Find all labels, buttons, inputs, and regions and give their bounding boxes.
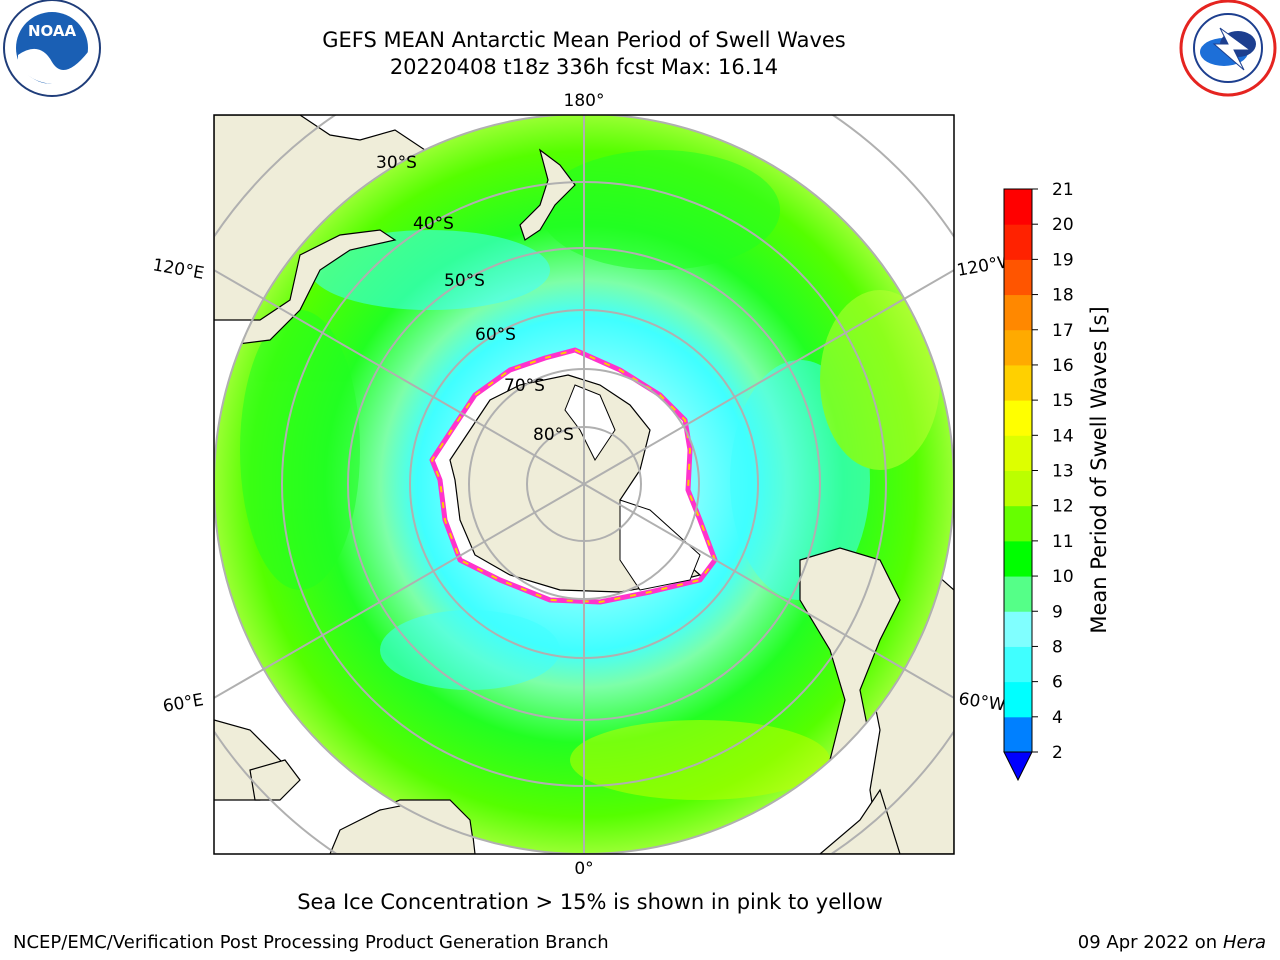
- colorbar-segment: [1004, 224, 1032, 260]
- lon-label-120e: 120°E: [151, 255, 205, 284]
- colorbar-tick-label: 19: [1052, 250, 1074, 270]
- colorbar-segment: [1004, 364, 1032, 401]
- colorbar-segment: [1004, 294, 1032, 331]
- colorbar-segment: [1004, 259, 1032, 296]
- figure-title: GEFS MEAN Antarctic Mean Period of Swell…: [322, 28, 846, 52]
- colorbar: 2 4 6 8 9 10 11 12 13 14 15 16 17 18 19 20 21: [1003, 180, 1074, 782]
- lat-label-40s: 40°S: [413, 214, 454, 234]
- colorbar-tick-label: 17: [1052, 321, 1074, 341]
- colorbar-tick-label: 8: [1052, 637, 1063, 657]
- noaa-logo-text: NOAA: [28, 22, 77, 40]
- footer-credit: NCEP/EMC/Verification Post Processing Pr…: [13, 932, 609, 953]
- colorbar-tick-label: 10: [1052, 567, 1074, 587]
- lat-label-50s: 50°S: [444, 271, 485, 291]
- colorbar-tick-label: 16: [1052, 356, 1074, 376]
- lon-label-0: 0°: [574, 859, 593, 879]
- lat-label-80s: 80°S: [533, 425, 574, 445]
- colorbar-extend-triangle: [1003, 751, 1033, 782]
- colorbar-tick-label: 13: [1052, 462, 1074, 482]
- new-zealand: [519, 148, 576, 241]
- colorbar-tick-label: 11: [1052, 532, 1074, 552]
- colorbar-segment: [1004, 646, 1032, 683]
- nws-logo: [1179, 0, 1277, 97]
- colorbar-segment: [1004, 611, 1032, 647]
- colorbar-tick-label: 14: [1052, 426, 1074, 446]
- colorbar-segment: [1004, 329, 1032, 366]
- lon-label-60w: 60°W: [957, 689, 1006, 715]
- colorbar-segment: [1004, 189, 1032, 225]
- map-frame: [213, 114, 955, 855]
- antarctica: [429, 347, 718, 605]
- weddell-ice-shelf: [619, 499, 701, 591]
- lat-label-70s: 70°S: [504, 376, 545, 396]
- colorbar-segment: [1004, 400, 1032, 436]
- field-texture: [240, 150, 940, 800]
- colorbar-segment: [1004, 681, 1032, 718]
- colorbar-tick-label: 2: [1052, 743, 1063, 763]
- lon-label-60e: 60°E: [161, 690, 205, 717]
- footer-date-text: 09 Apr 2022 on: [1077, 932, 1218, 953]
- sea-ice-note: Sea Ice Concentration > 15% is shown in …: [297, 890, 883, 914]
- colorbar-tick-label: 12: [1052, 497, 1074, 517]
- noaa-logo: NOAA: [3, 0, 101, 97]
- colorbar-segment: [1004, 505, 1032, 542]
- colorbar-tick-label: 21: [1052, 180, 1074, 200]
- graticule: [214, 115, 954, 854]
- colorbar-segment: [1004, 540, 1032, 577]
- colorbar-tick-label: 18: [1052, 286, 1074, 306]
- colorbar-tick-label: 4: [1052, 708, 1063, 728]
- footer-date: 09 Apr 2022 on Hera: [1078, 932, 1266, 953]
- colorbar-segment: [1004, 576, 1032, 612]
- colorbar-segment: [1004, 716, 1032, 753]
- colorbar-label: Mean Period of Swell Waves [s]: [1087, 306, 1111, 633]
- footer-host: Hera: [1222, 932, 1266, 953]
- lat-label-60s: 60°S: [475, 325, 516, 345]
- colorbar-tick-label: 6: [1052, 673, 1063, 693]
- colorbar-tick-label: 9: [1052, 602, 1063, 622]
- lat-label-30s: 30°S: [376, 153, 417, 173]
- colorbar-segment: [1004, 435, 1032, 471]
- colorbar-tick-label: 20: [1052, 215, 1074, 235]
- map-area: [214, 115, 954, 854]
- lon-label-180: 180°: [564, 91, 605, 111]
- figure-subtitle: 20220408 t18z 336h fcst Max: 16.14: [389, 55, 779, 79]
- colorbar-tick-label: 15: [1052, 391, 1074, 411]
- ross-ice-shelf: [564, 384, 616, 461]
- colorbar-segment: [1004, 470, 1032, 507]
